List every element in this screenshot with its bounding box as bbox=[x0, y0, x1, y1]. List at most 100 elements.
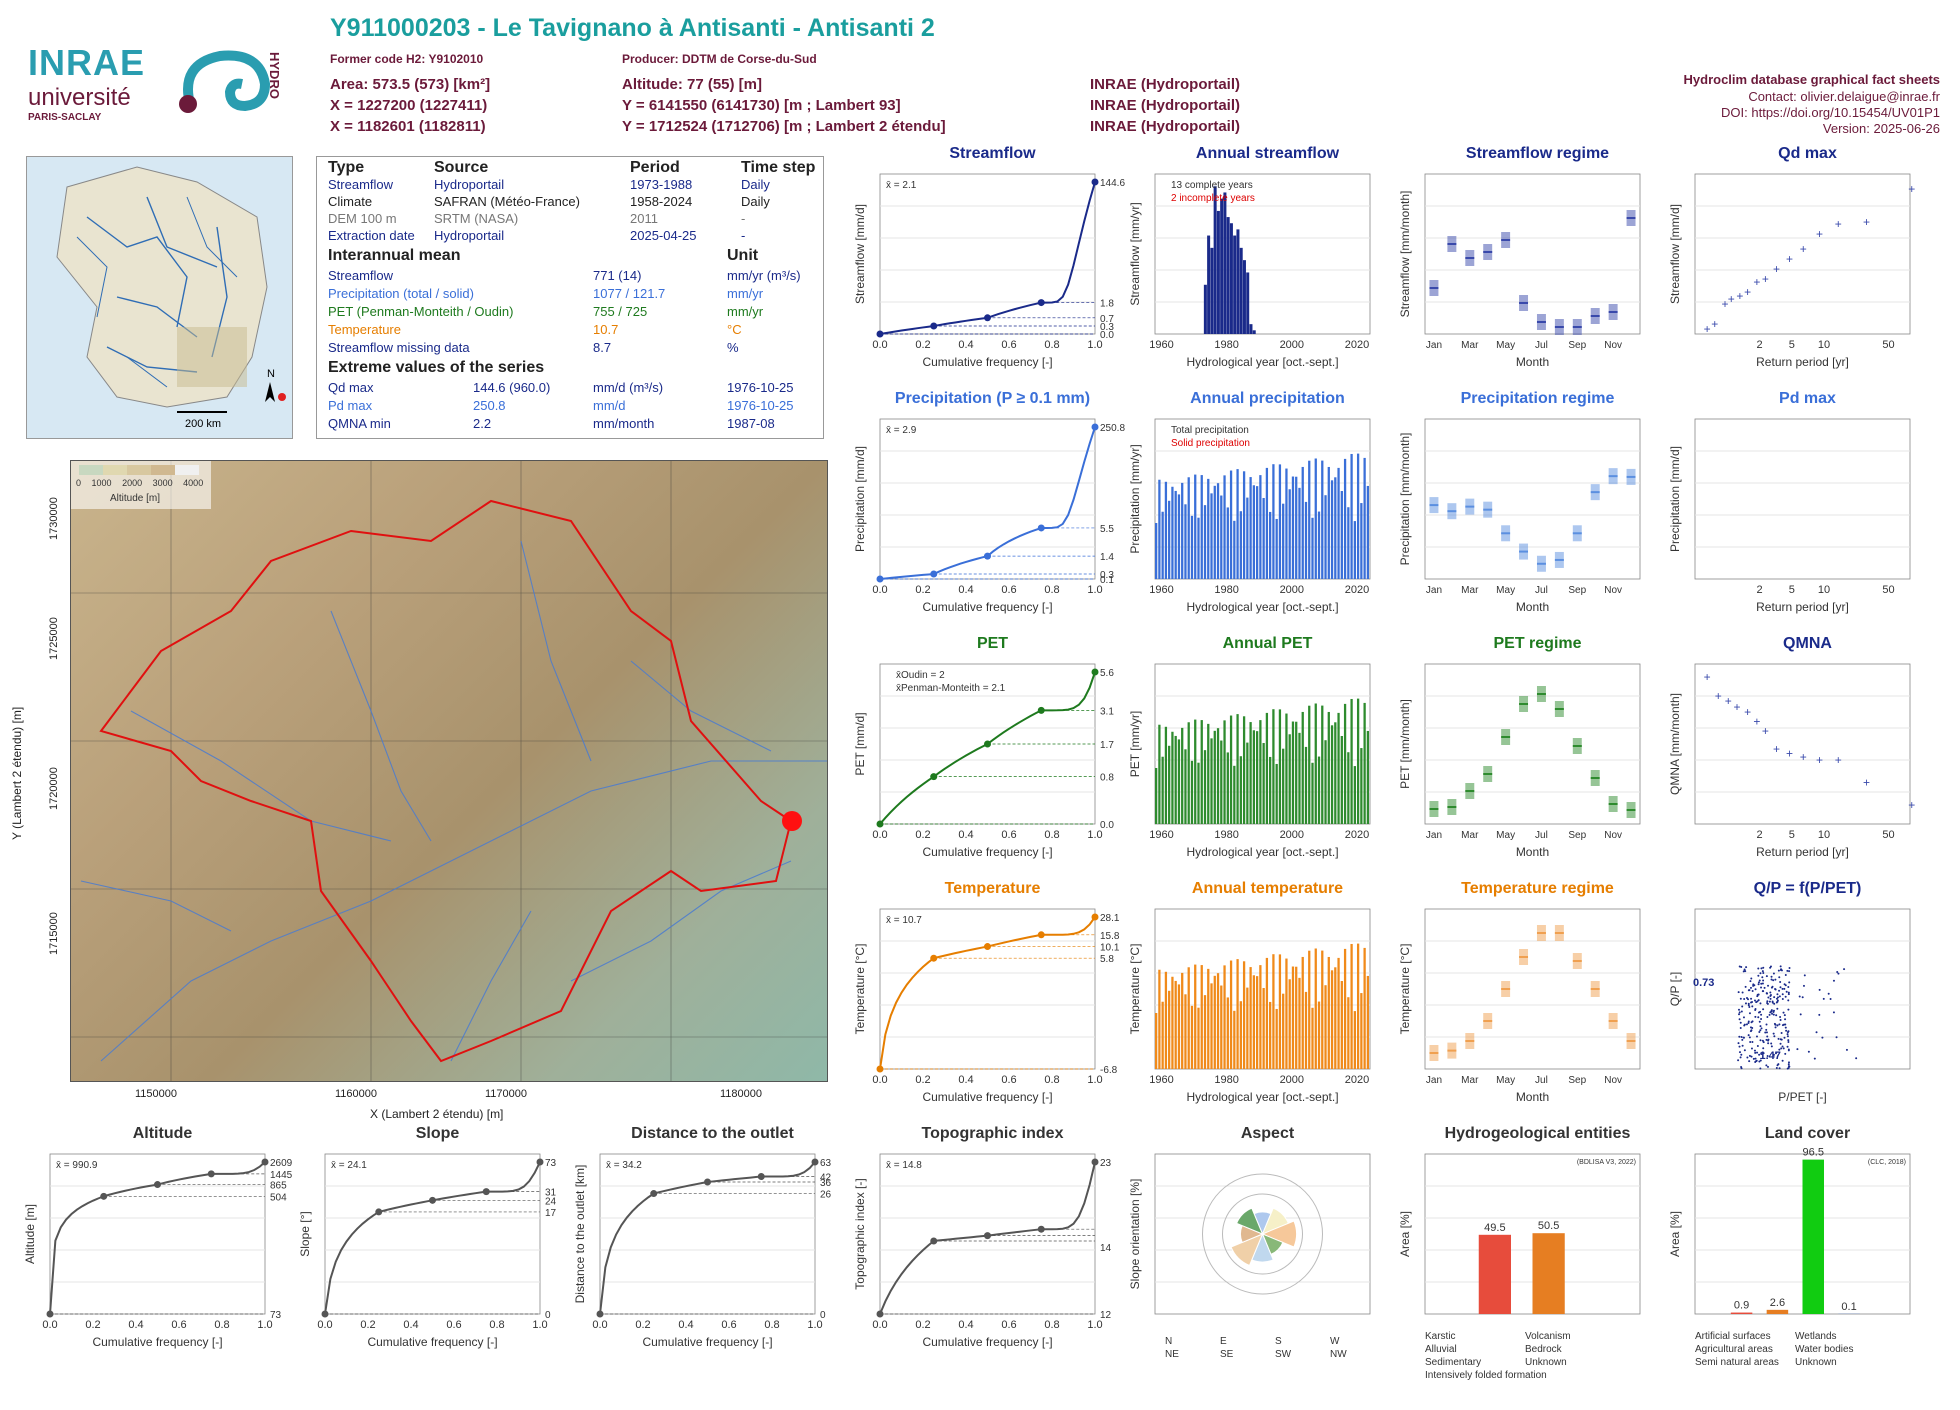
scatter-point bbox=[1788, 1063, 1790, 1065]
bar bbox=[1367, 731, 1369, 824]
bar bbox=[1230, 716, 1232, 824]
scatter-point: + bbox=[1835, 217, 1842, 231]
source-2: INRAE (Hydroportail) bbox=[1090, 97, 1240, 114]
bar bbox=[1282, 504, 1284, 579]
bar bbox=[1269, 1002, 1271, 1069]
x-tick: 10 bbox=[1818, 829, 1830, 841]
scatter-point bbox=[1830, 998, 1832, 1000]
chart-title: Temperature bbox=[945, 880, 1041, 897]
scatter-point bbox=[1787, 1035, 1789, 1037]
scatter-point bbox=[1759, 1002, 1761, 1004]
bar bbox=[1204, 285, 1207, 334]
scatter-point bbox=[1775, 1014, 1777, 1016]
x-tick: 2020 bbox=[1345, 339, 1369, 351]
x-tick: 1980 bbox=[1214, 829, 1238, 841]
chart-title: Altitude bbox=[133, 1125, 193, 1142]
scatter-point: + bbox=[1800, 750, 1807, 764]
bar bbox=[1201, 965, 1203, 1069]
contact: Contact: olivier.delaigue@inrae.fr bbox=[1748, 89, 1940, 104]
bar bbox=[1263, 988, 1265, 1069]
bar bbox=[1217, 211, 1220, 334]
bar bbox=[1363, 458, 1365, 579]
map-xtick: 1160000 bbox=[335, 1088, 377, 1100]
inter-unit: % bbox=[727, 339, 801, 357]
chart-title: Precipitation regime bbox=[1461, 390, 1615, 407]
x-tick: 0.2 bbox=[85, 1319, 100, 1331]
ext-unit: mm/d bbox=[593, 397, 626, 415]
bar bbox=[1246, 743, 1248, 824]
cell: Climate bbox=[325, 193, 431, 210]
scatter-point bbox=[1781, 988, 1783, 990]
map-ylabel: Y (Lambert 2 étendu) [m] bbox=[10, 707, 24, 840]
scatter-point bbox=[1814, 1058, 1816, 1060]
right-tick: 865 bbox=[270, 1181, 287, 1192]
x-tick: 10 bbox=[1818, 339, 1830, 351]
right-tick: 2609 bbox=[270, 1158, 293, 1169]
cell: DEM 100 m bbox=[325, 210, 431, 227]
x-axis-label: Hydrological year [oct.-sept.] bbox=[1186, 355, 1338, 369]
bar bbox=[1214, 186, 1217, 334]
mean-label: x̄ = 14.8 bbox=[886, 1160, 922, 1171]
x-tick: 0.4 bbox=[958, 1319, 973, 1331]
scatter-point bbox=[1759, 1021, 1761, 1023]
bar bbox=[1305, 992, 1307, 1069]
scatter-point bbox=[1778, 1038, 1780, 1040]
bar bbox=[1311, 518, 1313, 579]
x-axis-label: Cumulative frequency [-] bbox=[92, 1335, 222, 1349]
scatter-point bbox=[1762, 967, 1764, 969]
scatter-point bbox=[1779, 986, 1781, 988]
bar bbox=[1279, 464, 1281, 579]
x-axis-label: Return period [yr] bbox=[1756, 845, 1849, 859]
bar bbox=[1246, 272, 1249, 334]
chart-aspect: AspectSlope orientation [%]NESWNESESWNW bbox=[1125, 1140, 1395, 1410]
cell: Extraction date bbox=[325, 227, 431, 244]
bar bbox=[1298, 978, 1300, 1069]
y-axis-label: Precipitation [mm/d] bbox=[853, 446, 867, 552]
altitude-legend bbox=[79, 465, 199, 475]
interannual-values: 771 (14) 1077 / 121.7 755 / 725 10.7 8.7 bbox=[593, 267, 665, 357]
x-tick: Jul bbox=[1535, 1075, 1548, 1086]
x-tick: 0.2 bbox=[635, 1319, 650, 1331]
scatter-point bbox=[1782, 1046, 1784, 1048]
scatter-point bbox=[1769, 967, 1771, 969]
bar bbox=[1305, 502, 1307, 579]
bar bbox=[1165, 972, 1167, 1069]
mean-label: x̄ = 2.9 bbox=[886, 425, 917, 436]
scatter-point bbox=[1766, 1000, 1768, 1002]
x-tick: May bbox=[1496, 830, 1515, 841]
scatter-point bbox=[1788, 1061, 1790, 1063]
bar bbox=[1259, 720, 1261, 824]
x-l93: X = 1227200 (1227411) bbox=[330, 97, 487, 114]
bar bbox=[1324, 985, 1326, 1069]
interannual-labels: Streamflow Precipitation (total / solid)… bbox=[328, 267, 513, 357]
bar bbox=[1256, 731, 1258, 824]
scatter-point bbox=[1759, 972, 1761, 974]
scatter-point bbox=[1776, 993, 1778, 995]
x-tick: 0.2 bbox=[360, 1319, 375, 1331]
scatter-point bbox=[1789, 967, 1791, 969]
legend-entry: x̄Penman-Monteith = 2.1 bbox=[896, 683, 1006, 694]
scatter-point bbox=[1787, 1033, 1789, 1035]
map-xtick: 1170000 bbox=[485, 1088, 527, 1100]
scatter-point bbox=[1846, 1049, 1848, 1051]
scatter-point bbox=[1767, 1003, 1769, 1005]
right-tick: 36 bbox=[820, 1178, 832, 1189]
x-tick: 1.0 bbox=[1087, 584, 1102, 596]
scatter-point bbox=[1740, 966, 1742, 968]
minimap-scale: 200 km bbox=[185, 418, 221, 430]
bar bbox=[1240, 756, 1242, 824]
mean-label: x̄ = 24.1 bbox=[331, 1160, 367, 1171]
cell: 2025-04-25 bbox=[627, 227, 738, 244]
scatter-point bbox=[1749, 1036, 1751, 1038]
x-tick: 0.6 bbox=[1001, 829, 1016, 841]
scatter-point bbox=[1784, 1014, 1786, 1016]
bar bbox=[1243, 716, 1245, 824]
scatter-point bbox=[1787, 1039, 1789, 1041]
legend-tick: 4000 bbox=[183, 478, 203, 488]
x-tick: Nov bbox=[1604, 830, 1622, 841]
bar bbox=[1350, 944, 1352, 1069]
bar bbox=[1204, 750, 1206, 824]
legend-entry: SE bbox=[1220, 1349, 1234, 1360]
scatter-point bbox=[1773, 1014, 1775, 1016]
right-tick: 1445 bbox=[270, 1170, 293, 1181]
